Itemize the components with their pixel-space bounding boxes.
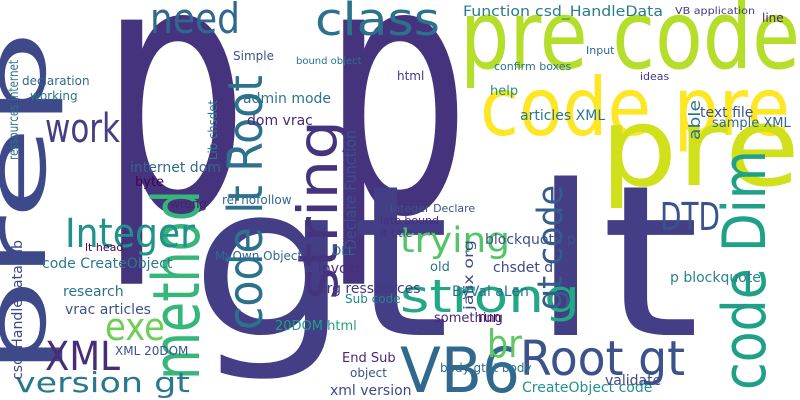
word: org ressources [318, 281, 421, 297]
word: html [397, 69, 424, 83]
word: End Sub [342, 351, 396, 366]
word: working [30, 89, 78, 103]
word: exe [105, 305, 165, 349]
word: code lt Root [218, 75, 274, 330]
word: xml version [330, 383, 412, 399]
word: need [150, 0, 240, 43]
word: csd_HandleData Lib [10, 240, 26, 380]
word: DLL [332, 244, 355, 258]
word: bound object [296, 56, 362, 67]
word: Function csd_HandleData [463, 4, 663, 20]
word: internet dom [130, 160, 221, 176]
word: old [430, 260, 450, 275]
word: declaration [22, 74, 90, 88]
word: strong [400, 270, 580, 323]
word: ByVal aLen [452, 284, 529, 300]
word: blockquote p [485, 232, 576, 248]
word: jalix org [462, 240, 477, 311]
word: text file [700, 105, 753, 121]
word: Lib chsdet [206, 100, 220, 160]
word: able [685, 100, 704, 140]
word: vrac articles [65, 302, 151, 318]
word: dom vrac [247, 113, 313, 129]
word: pre [600, 83, 800, 211]
word: br [487, 322, 522, 366]
word: run [478, 310, 502, 326]
word: line [762, 11, 784, 25]
word: code pre [480, 61, 790, 154]
word: MyOwn Object [215, 249, 303, 263]
word: ressources internet [7, 60, 22, 160]
word: confirm boxes [494, 60, 572, 73]
word: code Dim [710, 150, 780, 390]
word: Simple [233, 49, 274, 63]
word: late bound [380, 214, 439, 227]
word: p blockquote [670, 270, 761, 286]
word: Input [586, 44, 615, 57]
word: p p [100, 0, 470, 294]
word: byte [135, 175, 164, 190]
word: VB application [675, 6, 755, 17]
word: help [490, 84, 518, 99]
word: class [315, 0, 440, 46]
word: XML [45, 334, 121, 380]
word: wrong [170, 197, 207, 211]
word: method [140, 190, 215, 380]
word: something [434, 311, 503, 326]
word: invoke [318, 261, 364, 277]
word: gt code [531, 185, 571, 310]
word: lt head [85, 241, 123, 254]
word: sample XML [712, 116, 792, 131]
word: chsdet dll [493, 260, 561, 276]
word: rel nofollow [222, 193, 292, 207]
word: version gt [15, 366, 190, 399]
word: Root gt [520, 331, 685, 387]
word: articles XML [520, 108, 605, 124]
word: lt body [490, 361, 532, 375]
word: ideas [640, 70, 670, 83]
word: code CreateObject [42, 256, 173, 272]
word: trying [400, 221, 510, 261]
word: research [63, 284, 124, 300]
word: string [286, 120, 350, 300]
word: object [350, 366, 387, 380]
word: prep [0, 30, 65, 375]
word: Integer Declare [390, 202, 475, 215]
word: DTD [660, 195, 720, 239]
word: Declare Function [341, 130, 360, 250]
word: gt lt [190, 140, 700, 385]
word: 20DOM html [275, 319, 357, 334]
word: CreateObject code [522, 380, 652, 396]
word: validate [605, 373, 661, 389]
word: admin mode [243, 91, 331, 107]
word: VB6 [400, 334, 520, 400]
word: lt title [380, 227, 413, 240]
word: Integer [65, 211, 195, 257]
word: XML 20DOM [115, 344, 188, 358]
word: pre code [460, 0, 800, 91]
word: work [45, 106, 121, 152]
word: Sub code [345, 292, 401, 306]
word: body gt [440, 361, 486, 375]
